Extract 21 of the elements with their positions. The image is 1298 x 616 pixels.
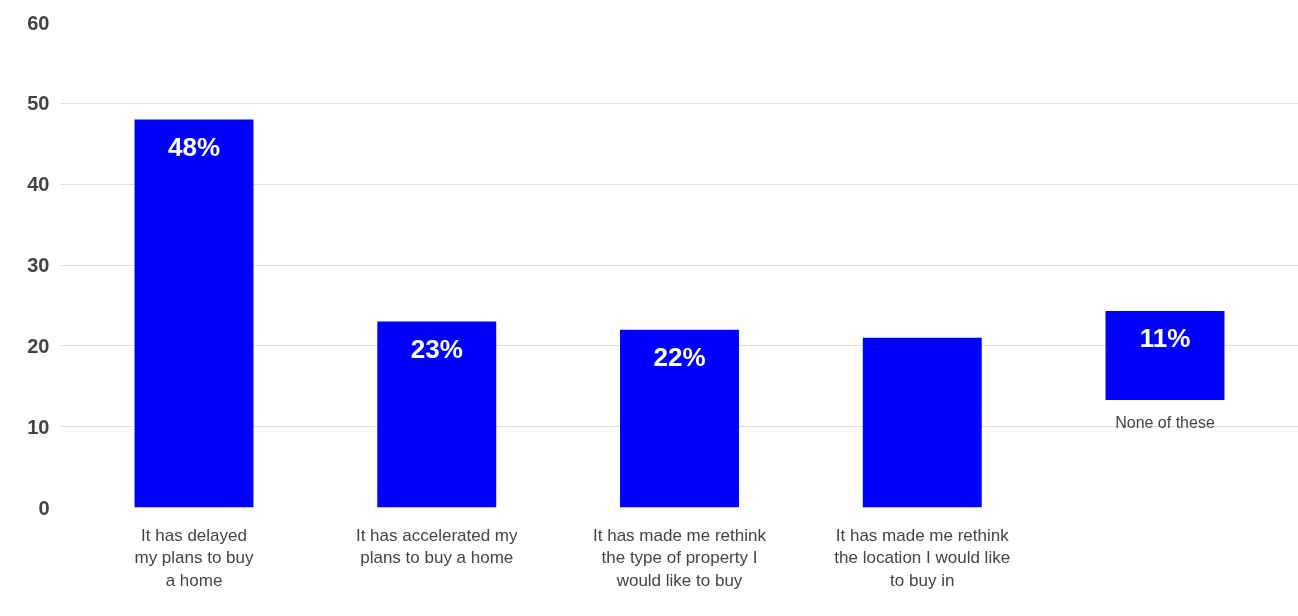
- y-tick-label: 10: [27, 415, 50, 438]
- x-tick-label: It has made me rethink the location I would like to buy in: [834, 525, 1011, 591]
- bar: [862, 337, 982, 508]
- y-tick-label: 30: [27, 254, 50, 276]
- y-tick-label: 20: [27, 334, 50, 357]
- data-label: 48%: [167, 131, 221, 162]
- y-tick-label: 40: [27, 173, 50, 196]
- data-label: 22%: [653, 341, 706, 372]
- x-tick-label: It has made me rethink the type of property I would like to buy: [593, 525, 767, 591]
- x-tick-label: It has delayed my plans to buy a home: [134, 525, 255, 591]
- bar: [134, 119, 254, 508]
- bar: [620, 329, 739, 508]
- y-tick-label: 50: [27, 92, 50, 115]
- x-tick-label: None of these: [1115, 413, 1215, 431]
- data-label: 23%: [410, 333, 463, 364]
- data-label: 11%: [1139, 323, 1191, 354]
- bar: [1105, 311, 1225, 400]
- x-tick-label: It has accelerated my plans to buy a home: [355, 525, 519, 568]
- y-tick-label: 0: [38, 496, 50, 519]
- y-tick-label: 60: [27, 11, 50, 34]
- bar: [377, 321, 497, 508]
